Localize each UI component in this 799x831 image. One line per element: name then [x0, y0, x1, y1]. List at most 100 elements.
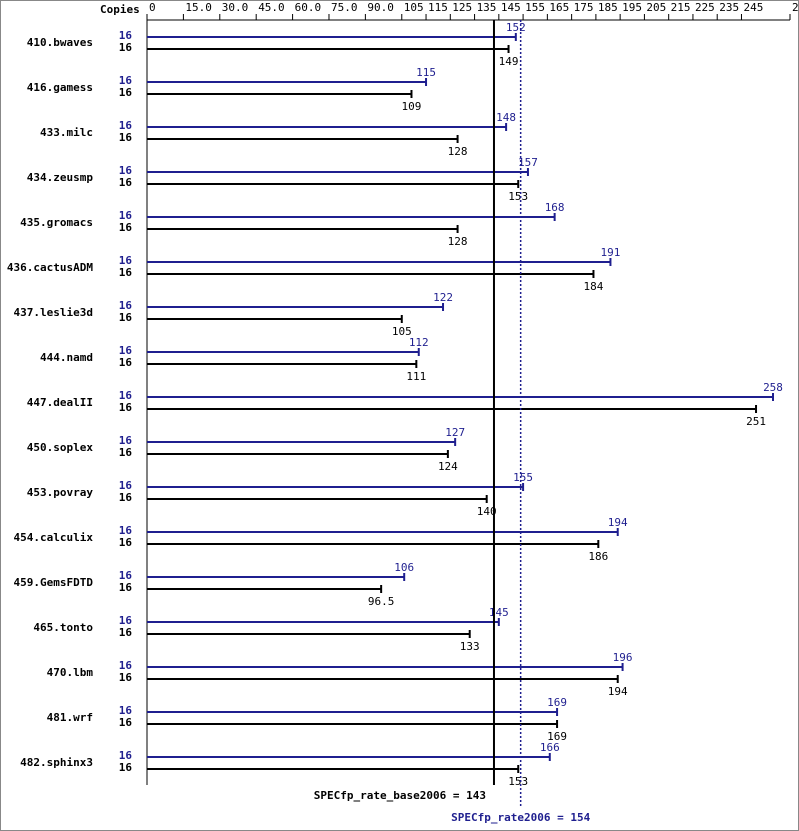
- copies: 16: [119, 74, 133, 87]
- x-tick-label: 30.0: [222, 1, 249, 14]
- copies: 16: [119, 524, 133, 537]
- copies: 16: [119, 344, 133, 357]
- copies: 16: [119, 569, 133, 582]
- value-label: 196: [613, 651, 633, 664]
- x-tick-label: 175: [574, 1, 594, 14]
- x-tick-label: 105: [404, 1, 424, 14]
- x-tick-label: 185: [598, 1, 618, 14]
- copies: 16: [119, 209, 133, 222]
- value-label: 194: [608, 685, 628, 698]
- benchmark-name: 454.calculix: [14, 531, 94, 544]
- x-tick-label: 60.0: [295, 1, 322, 14]
- copies: 16: [119, 581, 133, 594]
- x-tick-label: 205: [646, 1, 666, 14]
- value-label: 106: [394, 561, 414, 574]
- value-label: 184: [584, 280, 604, 293]
- value-label: 153: [508, 775, 528, 788]
- copies: 16: [119, 614, 133, 627]
- benchmark-name: 453.povray: [27, 486, 94, 499]
- benchmark-name: 437.leslie3d: [14, 306, 93, 319]
- value-label: 140: [477, 505, 497, 518]
- benchmark-name: 465.tonto: [33, 621, 93, 634]
- x-tick-label: 90.0: [367, 1, 394, 14]
- value-label: 152: [506, 21, 526, 34]
- benchmark-name: 447.dealII: [27, 396, 93, 409]
- copies: 16: [119, 479, 133, 492]
- value-label: 155: [513, 471, 533, 484]
- copies: 16: [119, 266, 133, 279]
- value-label: 148: [496, 111, 516, 124]
- copies-header: Copies: [100, 3, 140, 16]
- value-label: 258: [763, 381, 783, 394]
- copies: 16: [119, 446, 133, 459]
- value-label: 251: [746, 415, 766, 428]
- x-tick-label: 0: [149, 1, 156, 14]
- benchmark-name: 436.cactusADM: [7, 261, 93, 274]
- value-label: 105: [392, 325, 412, 338]
- copies: 16: [119, 356, 133, 369]
- copies: 16: [119, 761, 133, 774]
- copies: 16: [119, 164, 133, 177]
- peak-metric-label: SPECfp_rate2006 = 154: [451, 811, 590, 824]
- copies: 16: [119, 434, 133, 447]
- benchmark-name: 435.gromacs: [20, 216, 93, 229]
- value-label: 169: [547, 730, 567, 743]
- copies: 16: [119, 749, 133, 762]
- x-tick-label: 125: [452, 1, 472, 14]
- value-label: 157: [518, 156, 538, 169]
- x-tick-label: 165: [549, 1, 569, 14]
- value-label: 115: [416, 66, 436, 79]
- benchmark-name: 481.wrf: [47, 711, 93, 724]
- copies: 16: [119, 29, 133, 42]
- value-label: 153: [508, 190, 528, 203]
- copies: 16: [119, 626, 133, 639]
- benchmark-name: 433.milc: [40, 126, 93, 139]
- copies: 16: [119, 119, 133, 132]
- x-tick-label: 75.0: [331, 1, 358, 14]
- benchmark-name: 450.soplex: [27, 441, 94, 454]
- copies: 16: [119, 221, 133, 234]
- copies: 16: [119, 389, 133, 402]
- value-label: 96.5: [368, 595, 395, 608]
- copies: 16: [119, 536, 133, 549]
- value-label: 169: [547, 696, 567, 709]
- benchmark-name: 410.bwaves: [27, 36, 93, 49]
- copies: 16: [119, 659, 133, 672]
- value-label: 112: [409, 336, 429, 349]
- value-label: 111: [406, 370, 426, 383]
- benchmark-name: 482.sphinx3: [20, 756, 93, 769]
- x-tick-label: 115: [428, 1, 448, 14]
- value-label: 191: [601, 246, 621, 259]
- x-tick-label: 225: [695, 1, 715, 14]
- copies: 16: [119, 131, 133, 144]
- value-label: 128: [448, 235, 468, 248]
- copies: 16: [119, 41, 133, 54]
- x-tick-label: 245: [743, 1, 763, 14]
- x-tick-label: 265: [792, 1, 799, 14]
- copies: 16: [119, 491, 133, 504]
- value-label: 124: [438, 460, 458, 473]
- x-tick-label: 235: [719, 1, 739, 14]
- benchmark-name: 434.zeusmp: [27, 171, 94, 184]
- copies: 16: [119, 254, 133, 267]
- value-label: 186: [588, 550, 608, 563]
- value-label: 166: [540, 741, 560, 754]
- x-tick-label: 215: [671, 1, 691, 14]
- x-tick-label: 155: [525, 1, 545, 14]
- base-metric-label: SPECfp_rate_base2006 = 143: [314, 789, 486, 802]
- copies: 16: [119, 401, 133, 414]
- copies: 16: [119, 704, 133, 717]
- value-label: 122: [433, 291, 453, 304]
- benchmark-name: 459.GemsFDTD: [14, 576, 94, 589]
- value-label: 127: [445, 426, 465, 439]
- x-tick-label: 45.0: [258, 1, 285, 14]
- x-tick-label: 145: [501, 1, 521, 14]
- value-label: 145: [489, 606, 509, 619]
- copies: 16: [119, 299, 133, 312]
- x-tick-label: 15.0: [185, 1, 212, 14]
- value-label: 128: [448, 145, 468, 158]
- copies: 16: [119, 86, 133, 99]
- x-tick-label: 195: [622, 1, 642, 14]
- x-tick-label: 135: [477, 1, 497, 14]
- value-label: 109: [402, 100, 422, 113]
